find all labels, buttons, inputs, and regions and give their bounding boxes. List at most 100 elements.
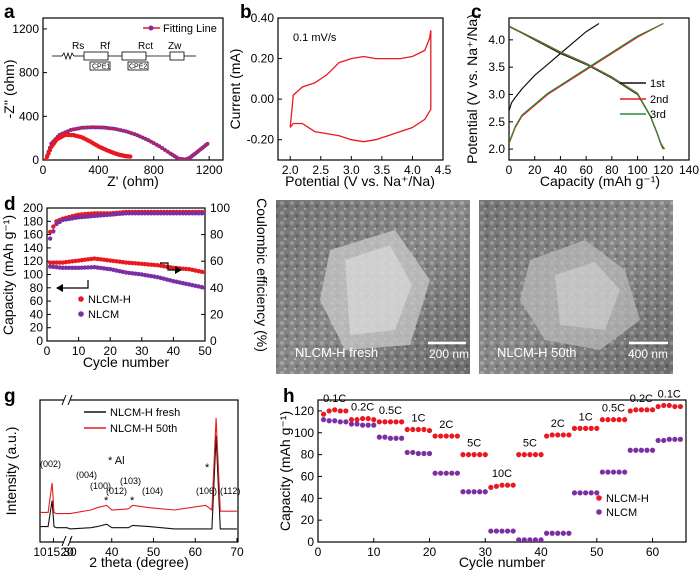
data-point-NLCM-H [488, 484, 494, 490]
circuit-label-rct: Rct [138, 41, 153, 52]
legend-label: Fitting Line [163, 23, 217, 35]
equivalent-circuit [52, 51, 196, 71]
data-point-NLCM-H [432, 433, 438, 439]
arrow-left [62, 280, 89, 289]
data-point-NLCM-H-capacity [123, 260, 129, 265]
data-point-NLCM-H [666, 402, 672, 409]
data-point-NLCM-capacity [70, 265, 75, 271]
rate-label: 0.2C [351, 402, 374, 414]
data-point-NLCM-H [594, 425, 600, 431]
data-point-NLCM-efficiency [98, 213, 103, 218]
data-point-NLCM-H [460, 452, 466, 458]
data-point-NLCM-efficiency [164, 211, 170, 216]
data-point-NLCM-capacity [85, 265, 91, 270]
data-point-NLCM [387, 435, 394, 441]
data-point-NLCM [376, 434, 382, 440]
data-point-NLCM-H [605, 417, 611, 423]
data-point-NLCM [616, 469, 622, 475]
data-point-NLCM-H [633, 407, 639, 413]
data-point-NLCM-H [493, 483, 500, 489]
data-point-NLCM [365, 422, 371, 428]
data-point-NLCM-efficiency [174, 211, 179, 216]
y2-tick-label: 100 [210, 201, 230, 215]
data-point-NLCM [410, 449, 416, 456]
data-point-NLCM [605, 469, 611, 475]
data-point-NLCM [443, 470, 449, 476]
data-point-NLCM-H [343, 408, 349, 414]
data-point-NLCM [354, 421, 360, 427]
sem-caption-f: NLCM-H 50th [497, 345, 576, 360]
x-tick-label: 30 [63, 545, 77, 559]
y-tick-label: 100 [23, 268, 43, 282]
data-point-NLCM-H [438, 433, 444, 439]
data-point-NLCM [404, 449, 410, 456]
data-point-NLCM-H [332, 407, 338, 413]
x-tick-label: 2.5 [312, 163, 329, 177]
scale-bar-label-e: 200 nm [429, 347, 469, 361]
y-tick-label: 2.5 [488, 115, 505, 129]
legend-label-fresh: NLCM-H fresh [110, 407, 180, 419]
data-point-NLCM [382, 434, 388, 440]
x-tick-label: 120 [653, 163, 673, 177]
peak-label-004: (004) [76, 470, 97, 480]
y-tick-label: 2.0 [488, 142, 505, 156]
data-point-NLCM-H-capacity [145, 262, 151, 267]
x-tick-label: 40 [554, 163, 568, 177]
data-point-NLCM-efficiency [126, 211, 132, 216]
data-point-NLCM-efficiency [123, 211, 129, 216]
x-tick-label: 30 [135, 344, 149, 358]
data-point-NLCM-H [399, 419, 405, 425]
x-axis-label: Cycle number [83, 354, 170, 370]
circuit-label-cpe1: CPE1 [92, 64, 110, 71]
x-axis-label: Z' (ohm) [107, 173, 159, 189]
data-point-NLCM-H [360, 415, 366, 422]
data-point-NLCM [527, 537, 533, 542]
y2-tick-label: 80 [210, 228, 224, 242]
data-point-NLCM [465, 489, 472, 495]
al-marker: * [104, 495, 109, 507]
data-point-NLCM-H-efficiency [51, 224, 56, 229]
data-point-NLCM-H [649, 407, 656, 413]
y-tick-label: 0.20 [251, 52, 275, 66]
data-point-NLCM-H [571, 425, 578, 431]
data-point-NLCM-H [622, 417, 628, 423]
axes-frame [277, 17, 444, 161]
data-point-NLCM-capacity [63, 265, 69, 271]
x-tick-label: 4.0 [404, 163, 421, 177]
y-axis-label: -Z'' (ohm) [1, 59, 17, 118]
data-point-NLCM-H-capacity [171, 265, 176, 271]
data-point-NLCM-H [426, 427, 433, 434]
data-point-NLCM-capacity [60, 265, 65, 271]
x-tick-label: 0 [315, 545, 322, 559]
data-point-NLCM [622, 469, 628, 475]
data-point-NLCM-efficiency [76, 215, 81, 220]
y-tick-label: 1200 [12, 22, 39, 36]
data-point-NLCM [544, 530, 550, 536]
data-point-NLCM [594, 490, 600, 496]
data-point-NLCM-H [616, 417, 622, 423]
y-tick-label: 120 [23, 254, 43, 268]
data-point-NLCM-H-capacity [142, 261, 148, 267]
data-point-NLCM-H [638, 407, 644, 413]
data-point-NLCM-efficiency [158, 211, 163, 216]
y-tick-label: 3.0 [488, 87, 505, 101]
x-tick-label: 10 [367, 545, 381, 559]
rate-label: 2C [439, 419, 453, 431]
panel-label-h: h [283, 386, 295, 407]
data-point-NLCM-efficiency [114, 211, 119, 217]
x-tick-label: 20 [60, 545, 74, 559]
data-point-NLCM [588, 490, 594, 496]
curve-2nd-discharge [509, 25, 664, 150]
data-point-NLCM-efficiency [133, 211, 138, 216]
data-point-NLCM [583, 490, 589, 496]
axis-break-mark [67, 535, 73, 547]
y-tick-label: 140 [23, 241, 43, 255]
data-point-NLCM-H-capacity [47, 260, 53, 265]
legend-label-1st: 1st [650, 78, 665, 90]
axes-frame [317, 399, 687, 543]
data-point-NLCM-H [516, 452, 522, 458]
data-point-NLCM [638, 447, 644, 453]
sem-particle-highlight [555, 262, 620, 330]
